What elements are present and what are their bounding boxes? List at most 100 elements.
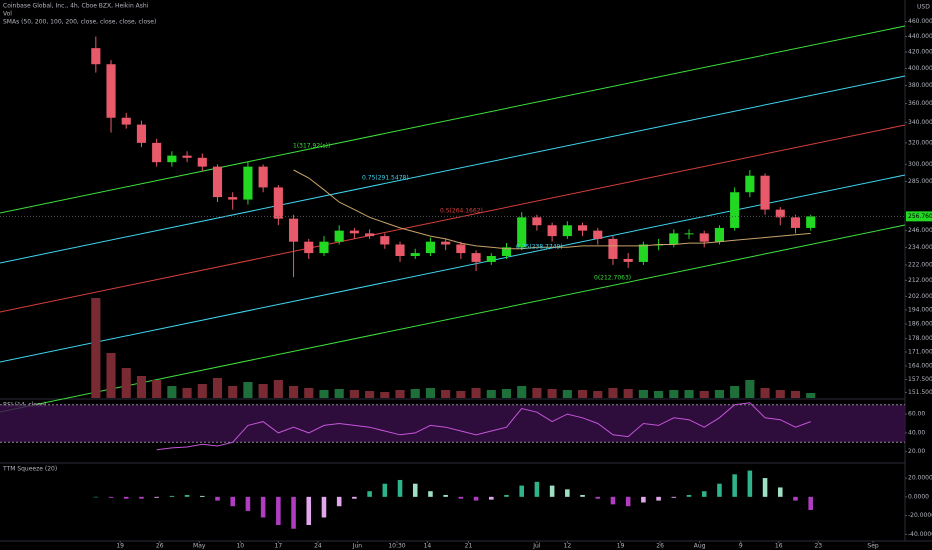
- ttm-bar: [534, 481, 540, 497]
- ttm-bar: [473, 496, 479, 501]
- volume-bar: [228, 386, 238, 398]
- y-tick-label: 60.00: [908, 411, 925, 418]
- ttm-bar: [245, 496, 251, 511]
- candle-body: [471, 253, 481, 262]
- currency: USD: [917, 4, 930, 11]
- volume-bar: [608, 388, 618, 398]
- ttm-bar: [580, 494, 585, 497]
- ttm-bar: [519, 485, 524, 497]
- ttm-bar: [701, 491, 707, 497]
- y-tick-label: 20.00: [908, 448, 925, 455]
- candle-body: [121, 117, 131, 125]
- candle-body: [593, 230, 603, 239]
- volume-bar: [532, 388, 542, 398]
- ttm-bar: [565, 489, 570, 497]
- candle-body: [395, 244, 405, 257]
- y-tick-label: 40.00: [908, 429, 925, 436]
- volume-bar: [562, 390, 572, 398]
- y-tick-label: 0.0000: [908, 493, 929, 500]
- volume-bar: [349, 390, 359, 398]
- candle-body: [547, 225, 557, 237]
- ttm-bar: [260, 496, 266, 518]
- legend-sma: SMAs (50, 200, 100, 200, close, close, c…: [3, 19, 156, 26]
- y-tick-label: 212.0000: [908, 277, 932, 284]
- ttm-bar: [169, 495, 175, 497]
- volume-bar: [243, 382, 253, 398]
- fib-level-label: 1(317.92(s)): [293, 143, 330, 150]
- main-pane: [0, 0, 932, 399]
- x-tick-label: 19: [617, 543, 625, 550]
- x-tick-label: 26: [656, 543, 664, 550]
- y-tick-label: 164.0000: [908, 362, 932, 369]
- volume-bar: [410, 389, 420, 398]
- y-tick-label: 360.0000: [908, 100, 932, 107]
- volume-bar: [593, 391, 603, 398]
- volume-bar: [273, 380, 283, 398]
- ttm-bar: [352, 496, 357, 499]
- candle-body: [197, 157, 207, 167]
- y-tick-label: 320.0000: [908, 139, 932, 146]
- candle-body: [273, 187, 283, 219]
- ttm-bar: [139, 496, 144, 499]
- candle-body: [669, 233, 679, 245]
- volume-bar: [577, 390, 588, 398]
- ttm-bar: [549, 485, 555, 497]
- x-tick-label: Jun: [352, 543, 363, 550]
- volume-bar: [395, 390, 405, 398]
- y-tick-label: 186.0000: [908, 320, 932, 327]
- volume-bar: [517, 386, 527, 398]
- ttm-bar: [762, 478, 768, 497]
- volume-bar: [669, 390, 679, 398]
- candle-body: [623, 258, 633, 262]
- candle-body: [501, 247, 512, 257]
- x-tick-label: 21: [465, 543, 473, 550]
- candle-body: [441, 241, 451, 245]
- candle-body: [517, 217, 527, 248]
- y-tick-label: -40.0000: [908, 531, 932, 538]
- volume-bar: [699, 391, 709, 398]
- y-tick-label: 400.0000: [908, 65, 932, 72]
- candle-body: [745, 175, 755, 193]
- candle-body: [319, 241, 329, 254]
- candle-body: [638, 244, 648, 262]
- volume-bar: [425, 388, 436, 398]
- y-tick-label: 157.5000: [908, 376, 932, 383]
- volume-bar: [91, 298, 101, 398]
- volume-bar: [471, 388, 481, 398]
- candle-body: [365, 233, 375, 237]
- volume-bar: [501, 389, 512, 398]
- rsi-line: [156, 402, 811, 451]
- candle-body: [152, 142, 162, 163]
- volume-bar: [182, 388, 192, 398]
- candle-body: [380, 236, 390, 245]
- candle-body: [760, 175, 770, 210]
- candle-body: [532, 217, 542, 226]
- volume-bar: [334, 389, 344, 398]
- volume-bar: [547, 389, 557, 398]
- candle-body: [608, 238, 618, 259]
- candle-body: [410, 253, 420, 257]
- x-tick-label: Aug: [694, 543, 706, 550]
- y-tick-label: 178.0000: [908, 335, 932, 342]
- chart-title: Coinbase Global, Inc., 4h, Cboe BZX, Hei…: [3, 3, 149, 10]
- y-tick-label: 246.0000: [908, 227, 932, 234]
- y-tick-label: 151.5000: [908, 389, 932, 396]
- y-tick-label: 340.0000: [908, 119, 932, 126]
- ttm-bar: [123, 496, 129, 499]
- y-tick-label: 420.0000: [908, 49, 932, 56]
- candle-body: [228, 197, 238, 200]
- ttm-bar: [808, 496, 813, 510]
- ttm-bar: [732, 474, 737, 497]
- ttm-bar: [777, 487, 783, 497]
- x-tick-label: 19: [116, 543, 124, 550]
- volume-bar: [121, 368, 131, 398]
- candle-body: [790, 217, 801, 228]
- volume-bar: [806, 393, 816, 398]
- x-tick-label: 12: [564, 543, 572, 550]
- ttm-bar: [717, 483, 722, 497]
- legend-volume: Vol: [3, 11, 12, 18]
- volume-bar: [304, 388, 314, 398]
- y-tick-label: 194.0000: [908, 306, 932, 313]
- volume-bar: [319, 390, 329, 398]
